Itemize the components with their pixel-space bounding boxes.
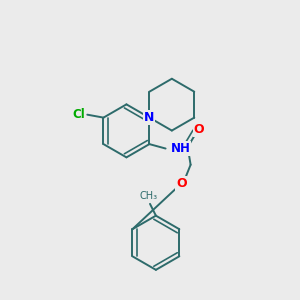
Text: NH: NH — [171, 142, 191, 155]
Text: Cl: Cl — [72, 108, 85, 121]
Text: O: O — [176, 177, 187, 190]
Text: CH₃: CH₃ — [140, 191, 158, 201]
Text: O: O — [194, 123, 204, 136]
Text: N: N — [144, 111, 154, 124]
